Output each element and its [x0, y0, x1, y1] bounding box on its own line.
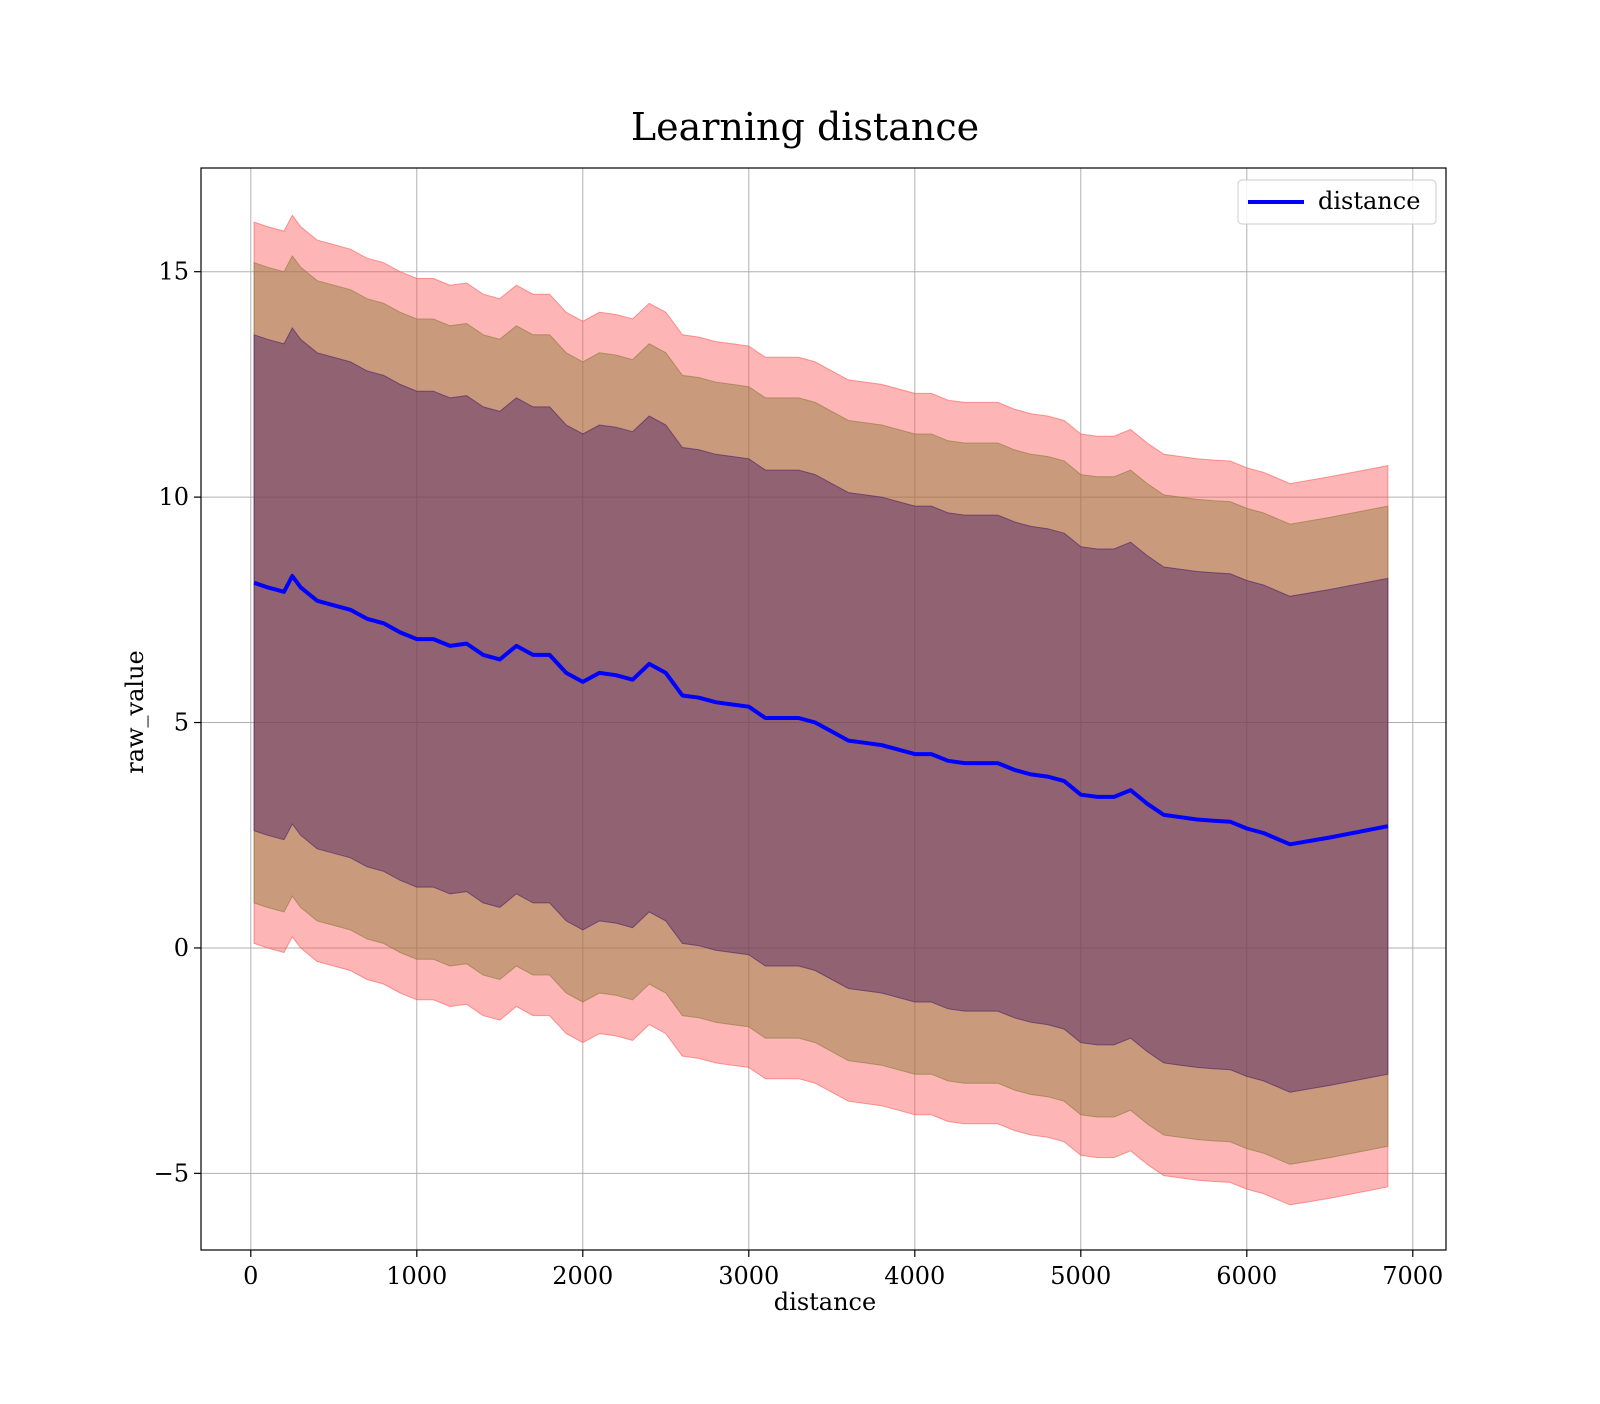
y-tick-label: 0 [174, 934, 189, 962]
y-tick-label: 5 [174, 709, 189, 737]
y-tick-label: 10 [158, 483, 189, 511]
plot-frame [200, 167, 1447, 1251]
y-tick-label: 15 [158, 258, 189, 286]
series-lines [253, 574, 1389, 847]
confidence-band-1 [253, 214, 1389, 1206]
series-line-distance [253, 574, 1389, 847]
legend: distance [1237, 179, 1437, 225]
confidence-band-2 [253, 254, 1389, 1165]
x-tick-label: 3000 [718, 1262, 779, 1290]
y-axis-ticks: −5 0 5 10 15 [154, 258, 201, 1187]
x-tick-label: 7000 [1382, 1262, 1443, 1290]
confidence-band-3 [253, 327, 1389, 1093]
y-tick-label: −5 [154, 1159, 189, 1187]
x-tick-label: 2000 [552, 1262, 613, 1290]
x-tick-label: 1000 [386, 1262, 447, 1290]
y-axis-label: raw_value [121, 650, 149, 774]
confidence-bands [253, 214, 1389, 1206]
x-tick-label: 0 [243, 1262, 258, 1290]
x-tick-label: 4000 [884, 1262, 945, 1290]
legend-label: distance [1318, 187, 1420, 215]
chart-title: Learning distance [631, 105, 979, 149]
x-axis-label: distance [774, 1288, 876, 1316]
legend-box [1237, 179, 1437, 225]
x-tick-label: 6000 [1216, 1262, 1277, 1290]
x-tick-label: 5000 [1050, 1262, 1111, 1290]
grid-lines [201, 168, 1446, 1250]
x-axis-ticks: 0 1000 2000 3000 4000 5000 6000 7000 [243, 1250, 1443, 1290]
